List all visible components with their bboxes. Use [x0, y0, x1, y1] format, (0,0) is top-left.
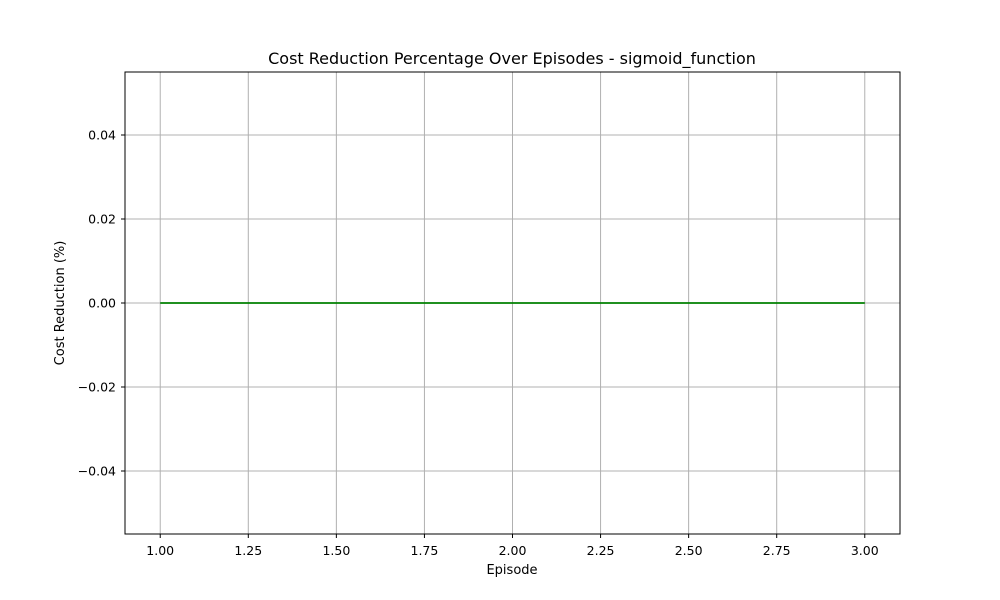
y-tick-label: 0.04 [88, 128, 116, 143]
y-tick-label: 0.02 [88, 212, 116, 227]
y-axis: 0.04 0.02 0.00 −0.02 −0.04 [78, 128, 125, 479]
x-tick-label: 3.00 [851, 543, 879, 558]
x-tick-label: 2.25 [587, 543, 615, 558]
y-tick-label: 0.00 [88, 296, 116, 311]
x-tick-label: 2.75 [763, 543, 791, 558]
x-tick-label: 1.50 [322, 543, 350, 558]
x-tick-label: 1.75 [411, 543, 439, 558]
y-axis-label: Cost Reduction (%) [53, 241, 68, 366]
x-axis: 1.00 1.25 1.50 1.75 2.00 2.25 2.50 2.75 3.00 [146, 534, 879, 558]
x-tick-label: 1.25 [234, 543, 262, 558]
x-axis-label: Episode [486, 563, 537, 578]
y-tick-label: −0.04 [78, 464, 116, 479]
y-tick-label: −0.02 [78, 380, 116, 395]
x-tick-label: 1.00 [146, 543, 174, 558]
x-tick-label: 2.50 [675, 543, 703, 558]
x-tick-label: 2.00 [499, 543, 527, 558]
chart-title: Cost Reduction Percentage Over Episodes … [268, 49, 756, 69]
